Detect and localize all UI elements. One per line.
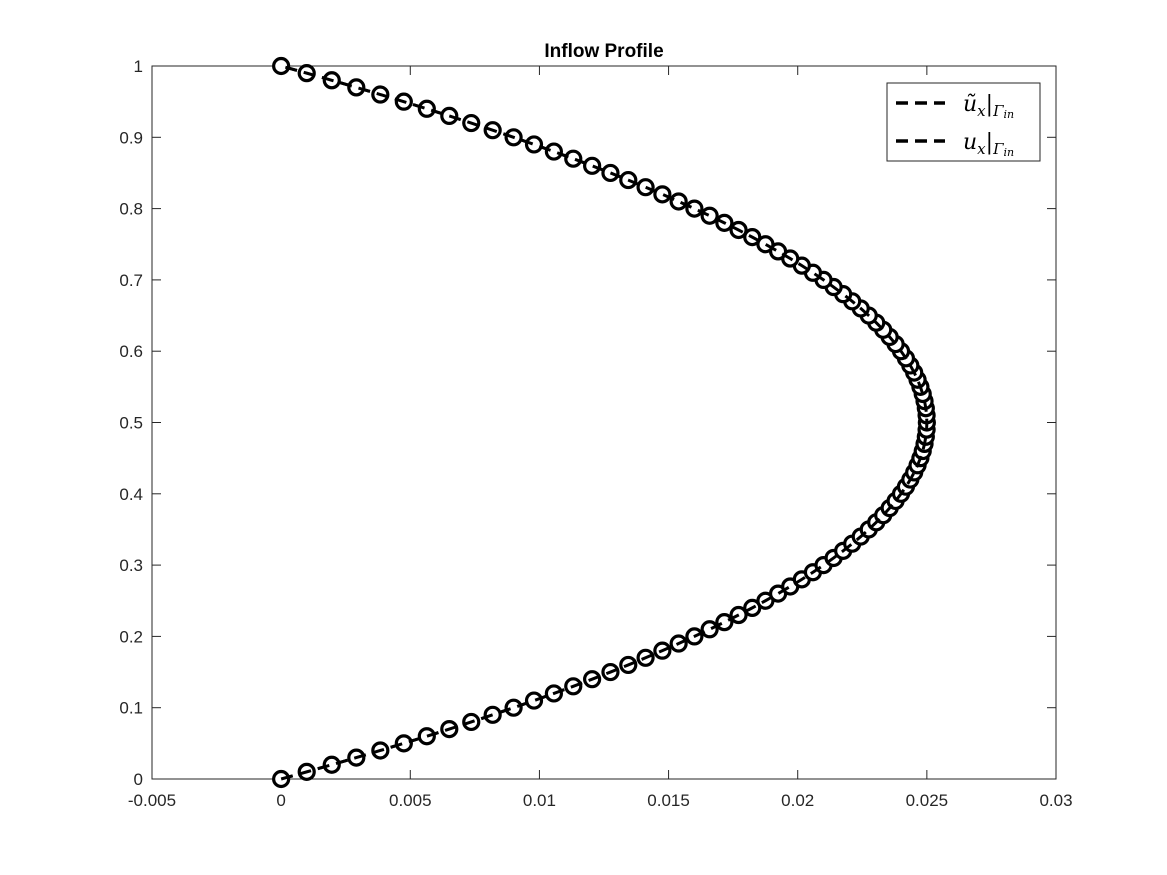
y-tick-label: 0.2 [119, 627, 143, 646]
legend-label-part: | [986, 130, 993, 155]
data-point [653, 185, 672, 204]
data-point [564, 149, 583, 168]
data-point [669, 192, 688, 211]
data-point [700, 620, 719, 639]
legend-label-part: x [977, 102, 986, 120]
data-point [322, 755, 341, 774]
x-tick-label: 0.025 [906, 791, 949, 810]
data-point [483, 705, 502, 724]
y-tick-label: 0.8 [119, 200, 143, 219]
plot-area: -0.005 0 0.005 0.01 0.015 0.02 0.025 0.03 0 0.1 0.… [119, 56, 1073, 810]
x-tick-label: 0.015 [647, 791, 690, 810]
data-point [715, 613, 734, 632]
data-point [272, 56, 291, 76]
data-point [583, 156, 602, 175]
chart-title: Inflow Profile [544, 41, 663, 62]
x-tick-label: 0.03 [1039, 791, 1072, 810]
legend-label-part: u [963, 130, 977, 155]
data-point [347, 78, 366, 97]
data-point [700, 206, 719, 225]
legend-label-part: in [1003, 108, 1014, 121]
legend-label-part: Γ [992, 140, 1004, 158]
data-point [544, 142, 563, 161]
y-tick-label: 1 [134, 57, 143, 76]
data-point [524, 135, 544, 154]
y-tick-label: 0 [134, 770, 143, 789]
y-tick-label: 0.5 [119, 414, 143, 433]
x-tick-label: 0.01 [523, 791, 556, 810]
y-tick-label: 0.7 [119, 271, 143, 290]
y-tick-label: 0.1 [119, 699, 143, 718]
axes-box [151, 65, 1057, 780]
data-point [417, 727, 436, 746]
data-point [636, 178, 655, 197]
y-tick-label: 0.4 [119, 485, 143, 504]
legend-label: ũx|Γin [963, 92, 1014, 121]
x-tick-label: -0.005 [128, 791, 176, 810]
x-tick-label: 0 [276, 791, 285, 810]
data-point [394, 734, 413, 753]
data-point [685, 199, 704, 218]
data-point [504, 698, 523, 717]
series-line-2 [280, 64, 929, 781]
x-tick-label: 0.02 [781, 791, 814, 810]
y-tick-label: 0.9 [119, 128, 143, 147]
data-point [417, 99, 436, 118]
legend-label: ux|Γin [963, 130, 1014, 159]
legend-label-part: ũ [963, 92, 977, 117]
legend-label-part: in [1003, 146, 1014, 159]
data-point [524, 691, 544, 710]
legend-box [886, 82, 1041, 162]
legend-label-part: x [977, 140, 986, 158]
y-tick-label: 0.3 [119, 556, 143, 575]
legend-label-part: Γ [992, 102, 1004, 120]
y-tick-label: 0.6 [119, 342, 143, 361]
legend-label-part: | [986, 92, 993, 117]
x-tick-label: 0.005 [389, 791, 432, 810]
